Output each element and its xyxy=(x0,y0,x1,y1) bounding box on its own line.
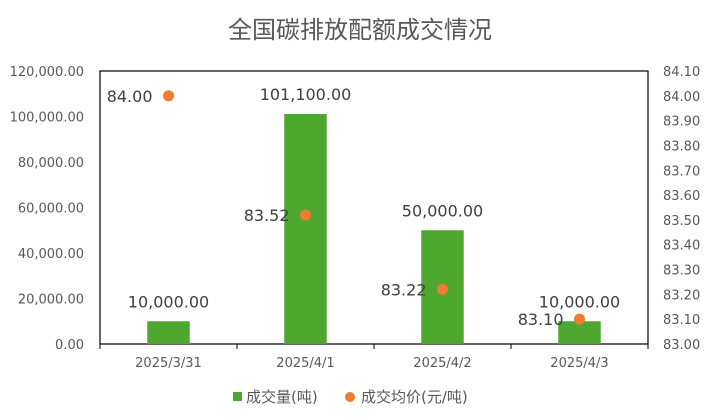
left-tick-label: 120,000.00 xyxy=(10,65,84,80)
left-tick-label: 80,000.00 xyxy=(18,156,84,171)
right-tick-label: 83.20 xyxy=(663,288,700,303)
left-tick-label: 20,000.00 xyxy=(18,293,84,308)
right-tick-label: 84.00 xyxy=(663,90,700,105)
right-tick-label: 83.10 xyxy=(663,313,700,328)
right-tick-label: 83.60 xyxy=(663,189,700,204)
x-tick-label: 2025/4/2 xyxy=(413,356,471,371)
price-point xyxy=(437,283,448,295)
x-tick-label: 2025/3/31 xyxy=(135,356,202,371)
bar xyxy=(284,113,327,344)
right-tick-label: 83.70 xyxy=(663,164,700,179)
legend-label-price: 成交均价(元/吨) xyxy=(361,388,468,406)
legend-label-volume: 成交量(吨) xyxy=(246,388,318,406)
right-tick-label: 83.80 xyxy=(663,139,700,154)
right-tick-label: 83.90 xyxy=(663,115,700,130)
x-axis: 2025/3/31 2025/4/1 2025/4/2 2025/4/3 xyxy=(99,344,649,371)
right-tick-label: 83.40 xyxy=(663,239,700,254)
right-tick-label: 83.30 xyxy=(663,264,700,279)
price-point xyxy=(300,209,311,221)
bar-data-label: 10,000.00 xyxy=(128,292,209,311)
bar xyxy=(558,321,601,344)
price-point xyxy=(163,90,174,102)
right-tick-label: 84.10 xyxy=(663,65,700,80)
bar-data-label: 101,100.00 xyxy=(260,85,352,104)
legend-swatch-price xyxy=(345,392,355,402)
left-tick-label: 100,000.00 xyxy=(10,111,84,126)
legend-swatch-volume xyxy=(233,392,242,401)
bar-data-label: 50,000.00 xyxy=(402,201,483,220)
left-axis: 0.00 20,000.00 40,000.00 60,000.00 80,000.00… xyxy=(10,65,84,353)
legend: 成交量(吨) 成交均价(元/吨) xyxy=(233,388,468,406)
price-data-label: 83.52 xyxy=(244,206,290,225)
scatter-series: 84.00 83.52 83.22 83.10 xyxy=(107,87,585,329)
bar xyxy=(147,321,190,344)
x-tick-label: 2025/4/3 xyxy=(550,356,608,371)
price-data-label: 84.00 xyxy=(107,87,153,106)
chart-title: 全国碳排放配额成交情况 xyxy=(228,16,492,44)
right-tick-label: 83.50 xyxy=(663,214,700,229)
right-tick-label: 83.00 xyxy=(663,338,700,353)
right-axis: 83.00 83.10 83.20 83.30 83.40 83.50 83.60 83.70… xyxy=(663,65,700,353)
bar-data-label: 10,000.00 xyxy=(539,292,620,311)
price-data-label: 83.10 xyxy=(518,310,564,329)
left-tick-label: 0.00 xyxy=(55,338,84,353)
price-data-label: 83.22 xyxy=(381,280,427,299)
x-tick-label: 2025/4/1 xyxy=(276,356,334,371)
left-tick-label: 40,000.00 xyxy=(18,247,84,262)
left-tick-label: 60,000.00 xyxy=(18,202,84,217)
price-point xyxy=(574,313,585,325)
bar-series: 10,000.00 101,100.00 50,000.00 10,000.00 xyxy=(128,85,620,344)
